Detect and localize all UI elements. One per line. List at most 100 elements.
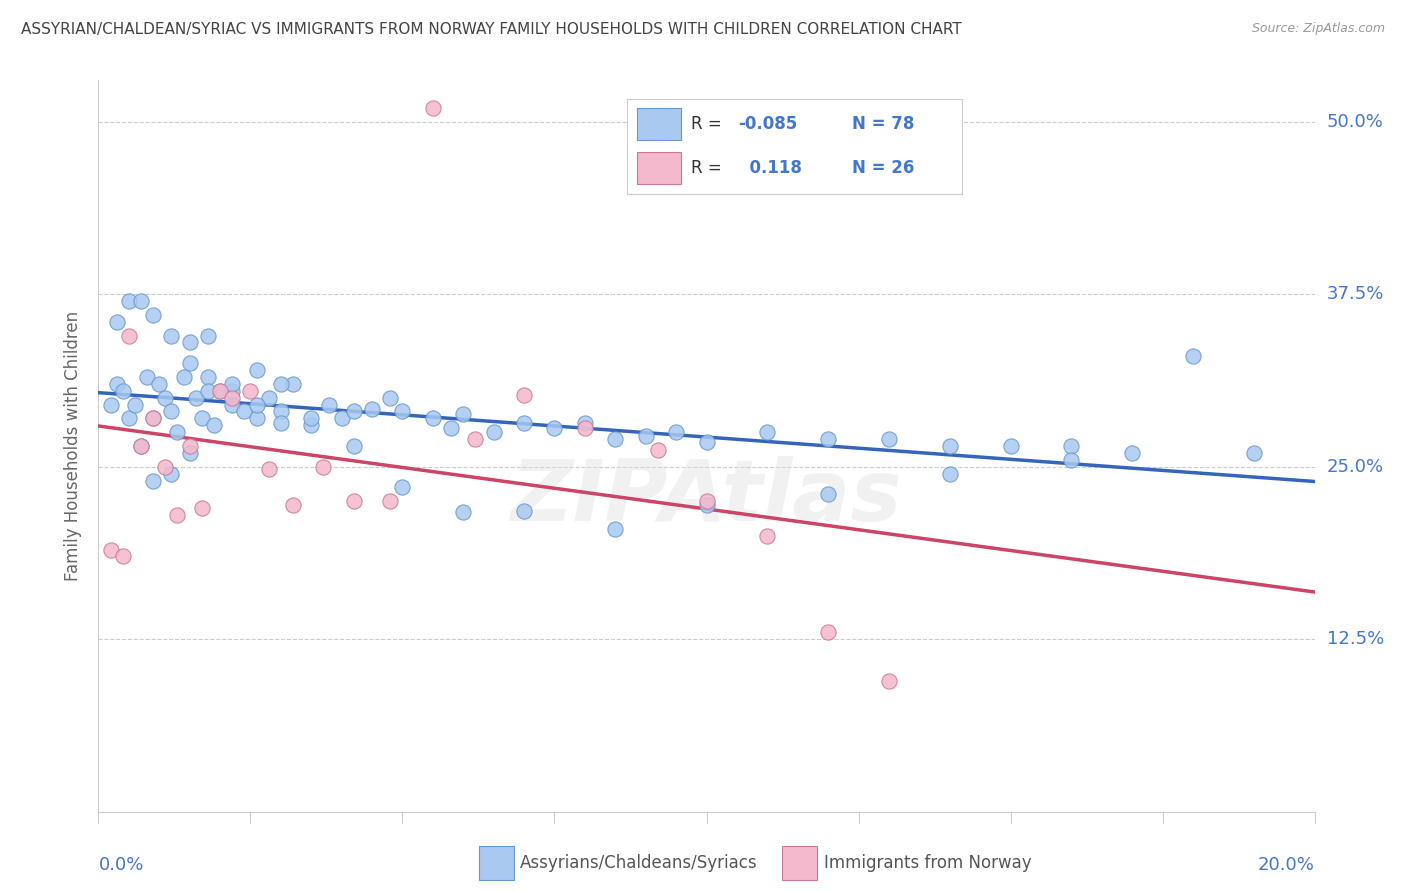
Point — [155, 459, 177, 474]
Point — [1121, 446, 1143, 460]
Point — [166, 508, 188, 522]
Bar — [478, 846, 513, 880]
Point — [605, 522, 627, 536]
Text: R =: R = — [690, 159, 727, 177]
Point — [142, 411, 165, 425]
Point — [1182, 349, 1205, 363]
Point — [111, 384, 134, 398]
Point — [453, 407, 475, 421]
Point — [939, 439, 962, 453]
Point — [100, 542, 122, 557]
Point — [270, 404, 292, 418]
Point — [482, 425, 505, 440]
Point — [105, 315, 128, 329]
Point — [756, 425, 779, 440]
Point — [197, 370, 219, 384]
Bar — [637, 108, 681, 140]
Point — [179, 356, 201, 370]
Point — [142, 411, 165, 425]
Point — [197, 384, 219, 398]
Point — [129, 294, 152, 309]
Point — [270, 376, 292, 391]
Point — [665, 425, 688, 440]
Point — [391, 404, 413, 418]
Point — [647, 443, 669, 458]
Point — [142, 308, 165, 322]
Point — [245, 363, 267, 377]
Point — [422, 101, 444, 115]
Point — [202, 418, 225, 433]
Point — [179, 335, 201, 350]
Point — [221, 398, 243, 412]
Point — [696, 434, 718, 449]
Text: Source: ZipAtlas.com: Source: ZipAtlas.com — [1251, 22, 1385, 36]
Point — [1060, 439, 1083, 453]
Text: 0.0%: 0.0% — [98, 855, 143, 873]
Point — [160, 328, 183, 343]
Point — [257, 391, 280, 405]
Point — [380, 391, 402, 405]
Text: N = 78: N = 78 — [852, 115, 914, 133]
Point — [343, 439, 366, 453]
Point — [233, 404, 256, 418]
Point — [173, 370, 195, 384]
Point — [245, 398, 267, 412]
Point — [118, 328, 141, 343]
Point — [513, 388, 536, 402]
Point — [155, 391, 177, 405]
Text: 37.5%: 37.5% — [1327, 285, 1384, 303]
Point — [191, 411, 214, 425]
Point — [124, 398, 146, 412]
Text: Assyrians/Chaldeans/Syriacs: Assyrians/Chaldeans/Syriacs — [520, 854, 758, 872]
Point — [877, 432, 900, 446]
Point — [605, 432, 627, 446]
Point — [197, 328, 219, 343]
Point — [221, 391, 243, 405]
Point — [105, 376, 128, 391]
Bar — [637, 152, 681, 184]
Point — [160, 404, 183, 418]
Point — [118, 411, 141, 425]
Point — [129, 439, 152, 453]
Text: 20.0%: 20.0% — [1258, 855, 1315, 873]
Point — [129, 439, 152, 453]
Point — [939, 467, 962, 481]
Point — [136, 370, 159, 384]
Text: -0.085: -0.085 — [738, 115, 797, 133]
Point — [245, 411, 267, 425]
Point — [209, 384, 232, 398]
Point — [464, 432, 486, 446]
Point — [391, 480, 413, 494]
Point — [513, 504, 536, 518]
Bar — [783, 846, 817, 880]
Point — [574, 416, 596, 430]
Point — [179, 446, 201, 460]
Point — [696, 494, 718, 508]
Text: 0.118: 0.118 — [738, 159, 801, 177]
Point — [148, 376, 170, 391]
Text: R =: R = — [690, 115, 727, 133]
Point — [166, 425, 188, 440]
Point — [281, 376, 304, 391]
Text: 12.5%: 12.5% — [1327, 631, 1384, 648]
Text: ZIPAtlas: ZIPAtlas — [510, 456, 903, 539]
Point — [191, 501, 214, 516]
Point — [111, 549, 134, 564]
Point — [1243, 446, 1265, 460]
Point — [299, 411, 322, 425]
Point — [179, 439, 201, 453]
Point — [312, 459, 335, 474]
Point — [160, 467, 183, 481]
Y-axis label: Family Households with Children: Family Households with Children — [65, 311, 83, 581]
Point — [257, 462, 280, 476]
Point — [118, 294, 141, 309]
Text: ASSYRIAN/CHALDEAN/SYRIAC VS IMMIGRANTS FROM NORWAY FAMILY HOUSEHOLDS WITH CHILDR: ASSYRIAN/CHALDEAN/SYRIAC VS IMMIGRANTS F… — [21, 22, 962, 37]
Point — [239, 384, 262, 398]
Point — [318, 398, 340, 412]
Point — [513, 416, 536, 430]
Point — [817, 432, 839, 446]
Point — [221, 376, 243, 391]
Point — [817, 625, 839, 640]
Point — [209, 384, 232, 398]
Point — [380, 494, 402, 508]
